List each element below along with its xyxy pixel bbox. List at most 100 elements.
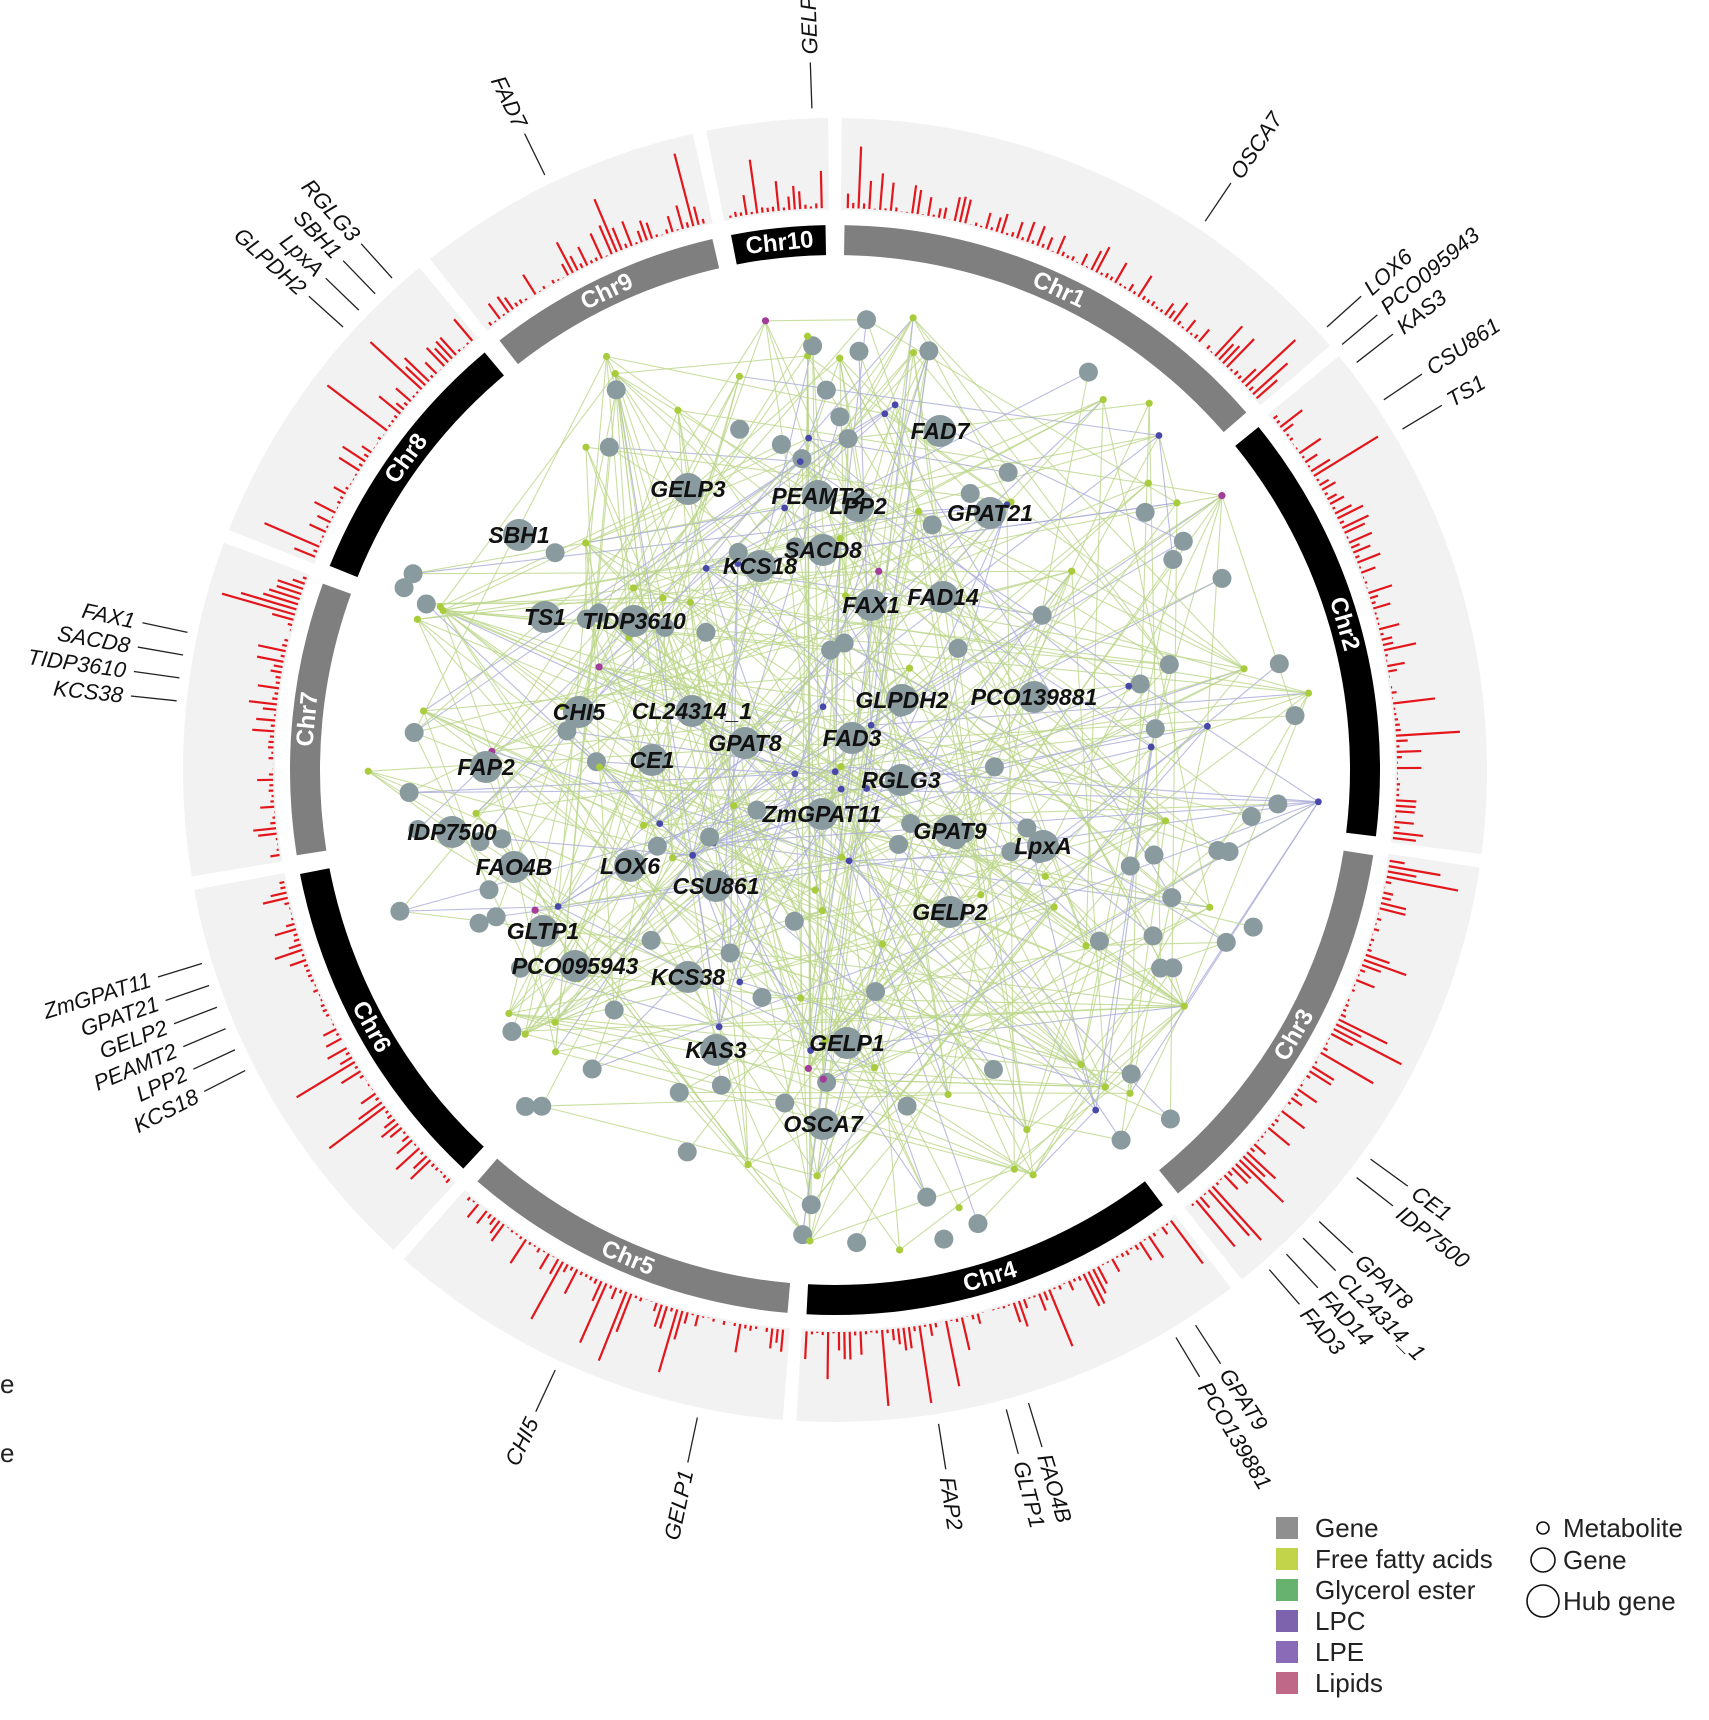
association-bar: [1395, 730, 1460, 737]
association-bar: [1104, 272, 1110, 279]
network-edge: [721, 906, 1055, 1086]
metabolite-node: [554, 903, 562, 910]
association-bar: [256, 655, 284, 663]
association-bar: [292, 578, 306, 585]
association-bar: [445, 1178, 451, 1184]
association-bar: [1374, 612, 1377, 615]
hub-gene-node: [807, 1108, 839, 1140]
metabolite-node: [595, 663, 603, 671]
metabolite-node: [1155, 432, 1163, 439]
network-edge: [1148, 403, 1162, 969]
association-bar: [466, 1196, 471, 1201]
network-edge: [585, 446, 1012, 503]
label-leader-line: [142, 622, 188, 633]
association-bar: [509, 1238, 527, 1264]
network-edge: [554, 376, 740, 1023]
association-bar: [1177, 320, 1182, 326]
association-bar: [577, 246, 589, 267]
association-bar: [1123, 286, 1127, 289]
association-bar: [296, 1061, 356, 1099]
metabolite-node: [582, 443, 590, 451]
association-bar: [1031, 240, 1035, 245]
association-bar: [503, 296, 514, 310]
hub-gene-node: [807, 534, 839, 566]
label-leader-line: [1175, 1337, 1201, 1378]
association-bar: [345, 486, 349, 490]
association-bar: [276, 584, 302, 596]
association-bar: [551, 279, 555, 284]
metabolite-node: [736, 978, 744, 986]
association-bar: [280, 654, 285, 658]
network-edge: [793, 511, 920, 922]
association-bar: [589, 233, 603, 260]
association-bar: [335, 1032, 340, 1037]
association-bar: [615, 1293, 633, 1333]
gene-node: [1120, 856, 1140, 876]
label-leader-line: [193, 1049, 236, 1070]
track-segment: [1184, 853, 1480, 1280]
legend-swatch: [1276, 1641, 1298, 1663]
association-bar: [1238, 1159, 1285, 1203]
association-bar: [496, 296, 510, 314]
outer-background-track: [183, 118, 1487, 1422]
metabolite-node: [531, 906, 539, 914]
association-bar: [476, 1210, 488, 1225]
gene-node: [647, 836, 667, 856]
chromosome-label: Chr9: [576, 268, 637, 316]
legend-swatch: [1276, 1548, 1298, 1570]
fragment-text: e: [0, 1438, 14, 1468]
association-bar: [1219, 1178, 1222, 1181]
association-bar: [943, 207, 948, 219]
association-bar: [722, 1320, 726, 1326]
hub-gene-node: [886, 684, 918, 716]
gene-node: [830, 407, 850, 427]
network-edge: [1026, 945, 1087, 1130]
association-bar: [594, 257, 599, 262]
metabolite-node: [1101, 1083, 1109, 1091]
legend-label: Gene: [1315, 1513, 1379, 1543]
metabolite-node: [796, 458, 804, 466]
network-edge: [662, 458, 803, 599]
association-bar: [593, 1278, 598, 1285]
network-edge: [739, 375, 1160, 437]
association-bar: [439, 336, 457, 356]
association-bar: [524, 298, 528, 301]
outer-gene-label: TS1: [1442, 370, 1489, 412]
hub-gene-node: [700, 1034, 732, 1066]
network-edge: [591, 801, 1319, 1070]
association-bar: [1395, 804, 1416, 809]
gene-node: [1145, 719, 1165, 739]
association-bar: [1146, 299, 1151, 304]
association-bar: [1391, 690, 1397, 694]
network-edge: [475, 692, 1309, 814]
network-edge: [417, 618, 741, 983]
track-segment: [840, 118, 1331, 406]
association-bar: [1286, 433, 1290, 437]
association-bar: [1282, 423, 1294, 433]
hub-gene-label: KCS18: [723, 553, 797, 579]
association-bar: [1169, 1219, 1204, 1265]
association-bar: [1345, 1003, 1349, 1008]
network-edge: [729, 952, 1082, 1066]
metabolite-node: [582, 539, 590, 547]
network-edge: [1120, 1005, 1185, 1141]
network-edge: [839, 357, 971, 494]
association-bar: [1348, 531, 1373, 544]
network-edge: [690, 601, 1170, 666]
association-bar: [779, 1329, 785, 1352]
network-edge: [585, 434, 1160, 544]
association-bar: [1072, 1278, 1077, 1282]
metabolite-node: [702, 564, 710, 572]
association-bar: [396, 1139, 413, 1155]
metabolite-node: [611, 369, 619, 378]
hub-gene-label: GELP2: [912, 899, 988, 925]
hub-gene-label: PEAMT2: [771, 483, 865, 509]
association-bar: [658, 1305, 668, 1329]
metabolite-node: [805, 434, 813, 442]
network-edge: [633, 587, 1309, 694]
outer-gene-label: CHI5: [500, 1413, 544, 1470]
network-edge: [801, 458, 1245, 670]
association-bar: [569, 255, 579, 271]
association-bar: [907, 1326, 913, 1349]
hub-gene-node: [527, 915, 559, 947]
